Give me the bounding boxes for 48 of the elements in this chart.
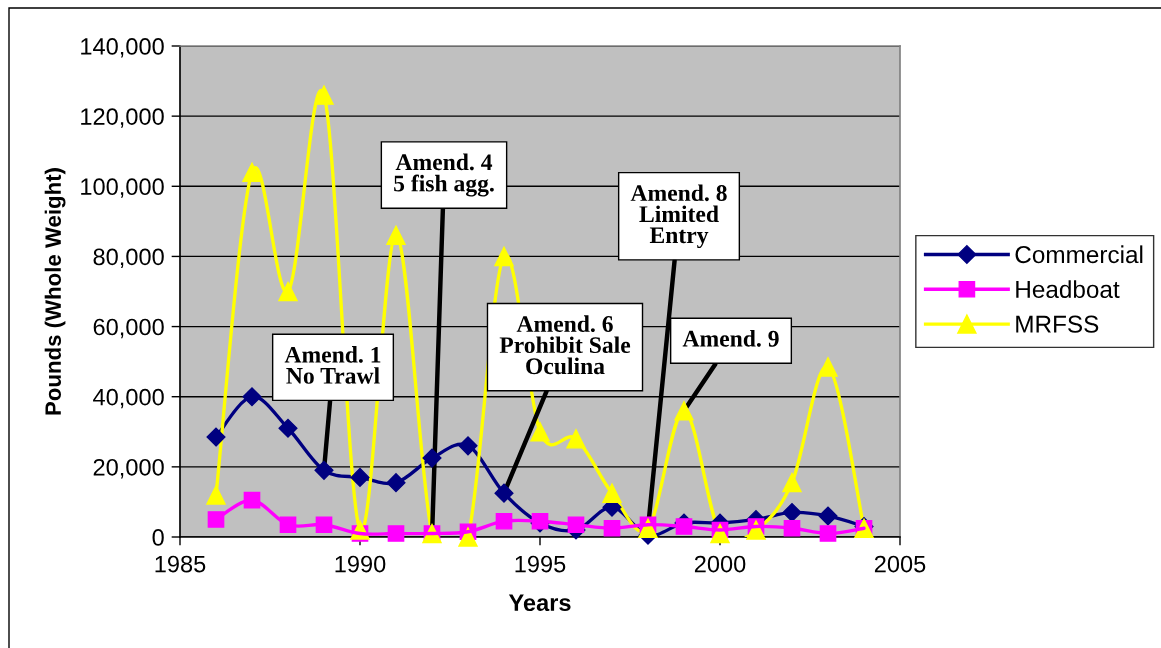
- legend-label: Commercial: [1015, 245, 1143, 264]
- y-tick-label: 140,000: [81, 38, 164, 58]
- x-tick-label: 1995: [515, 555, 566, 573]
- legend-label: Headboat: [1016, 280, 1120, 299]
- x-axis-title: Years: [508, 594, 571, 612]
- point: [278, 418, 298, 438]
- y-tick-label: 60,000: [93, 318, 164, 339]
- annotation: Amend. 9: [682, 330, 779, 347]
- point: [566, 429, 586, 449]
- point: [674, 401, 694, 421]
- point: [350, 467, 370, 487]
- y-tick-label: 20,000: [93, 458, 164, 479]
- point: [206, 485, 226, 505]
- point: [458, 527, 478, 547]
- y-tick-label: 100,000: [81, 178, 164, 198]
- annotation: Amend. 4 5 fish agg.: [394, 153, 494, 197]
- legend-label: MRFSS: [1016, 315, 1099, 333]
- point: [458, 436, 478, 456]
- point: [386, 473, 406, 493]
- annotation: Amend. 6 Prohibit Sale Oculina: [499, 315, 631, 375]
- x-tick-label: 2005: [874, 555, 926, 573]
- x-tick-label: 2000: [694, 555, 746, 573]
- point: [782, 502, 802, 522]
- point: [530, 422, 550, 442]
- x-tick-label: 1985: [155, 555, 206, 573]
- point: [386, 225, 406, 246]
- y-axis-title: Pounds (Whole Weight): [44, 168, 66, 415]
- point: [314, 460, 334, 480]
- point: [242, 387, 262, 407]
- point: [314, 85, 334, 105]
- point: [782, 472, 802, 493]
- point: [242, 162, 262, 182]
- y-tick-label: 40,000: [93, 388, 164, 409]
- point: [494, 483, 514, 503]
- y-tick-label: 80,000: [93, 248, 164, 269]
- point: [494, 246, 514, 267]
- point: [206, 427, 226, 447]
- point: [602, 483, 622, 503]
- point: [818, 357, 838, 377]
- point: [746, 520, 766, 540]
- x-tick-label: 1990: [335, 555, 386, 573]
- annotation: Amend. 1 No Trawl: [284, 346, 381, 384]
- point: [422, 448, 442, 468]
- point: [278, 281, 298, 302]
- point: [818, 506, 838, 526]
- y-tick-label: 0: [152, 529, 164, 546]
- y-tick-label: 120,000: [81, 108, 164, 128]
- annotation: Amend. 8 Limited Entry: [630, 184, 727, 249]
